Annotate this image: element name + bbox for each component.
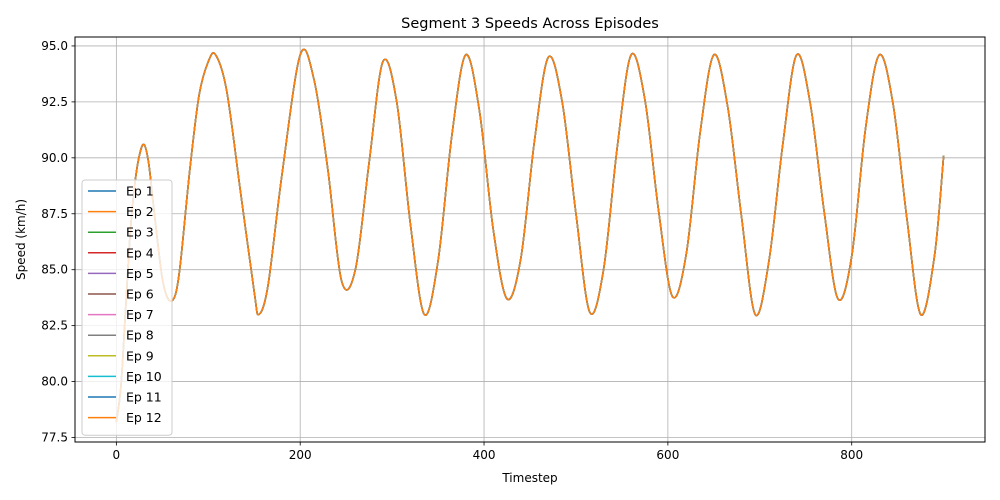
legend-label: Ep 11: [126, 390, 162, 405]
y-tick-label: 92.5: [41, 95, 68, 109]
y-axis-ticks: 77.5 80.0 82.5 85.0 87.5 90.0 92.5 95.0: [41, 39, 75, 445]
legend-label: Ep 2: [126, 204, 154, 219]
x-tick-label: 0: [113, 448, 121, 462]
legend-label: Ep 1: [126, 184, 154, 199]
legend-label: Ep 12: [126, 410, 162, 425]
legend-label: Ep 9: [126, 348, 154, 363]
legend-label: Ep 7: [126, 307, 154, 322]
grid: [75, 37, 985, 442]
x-tick-label: 600: [656, 448, 679, 462]
legend-label: Ep 8: [126, 328, 154, 343]
y-tick-label: 80.0: [41, 375, 68, 389]
legend-label: Ep 6: [126, 287, 154, 302]
y-tick-label: 95.0: [41, 39, 68, 53]
x-tick-label: 800: [840, 448, 863, 462]
y-tick-label: 85.0: [41, 263, 68, 277]
legend-label: Ep 5: [126, 266, 154, 281]
y-axis-title: Speed (km/h): [14, 199, 28, 280]
plot-frame: [74, 36, 986, 443]
y-tick-label: 82.5: [41, 319, 68, 333]
x-tick-label: 400: [473, 448, 496, 462]
x-tick-label: 200: [289, 448, 312, 462]
legend: Ep 1 Ep 2 Ep 3 Ep 4 Ep 5 Ep 6 Ep 7 Ep 8 Ep 9 Ep 1…: [81, 179, 173, 436]
y-tick-label: 87.5: [41, 207, 68, 221]
legend-label: Ep 4: [126, 245, 154, 260]
y-tick-label: 90.0: [41, 151, 68, 165]
x-axis-ticks: 0 200 400 600 800: [113, 442, 863, 462]
chart-title: Segment 3 Speeds Across Episodes: [401, 16, 659, 32]
legend-label: Ep 10: [126, 369, 162, 384]
x-axis-title: Timestep: [501, 471, 557, 485]
legend-box: [81, 179, 173, 436]
y-tick-label: 77.5: [41, 431, 68, 445]
series-line-ep-12: [115, 48, 945, 422]
legend-label: Ep 3: [126, 225, 154, 240]
series-lines: [115, 48, 945, 422]
